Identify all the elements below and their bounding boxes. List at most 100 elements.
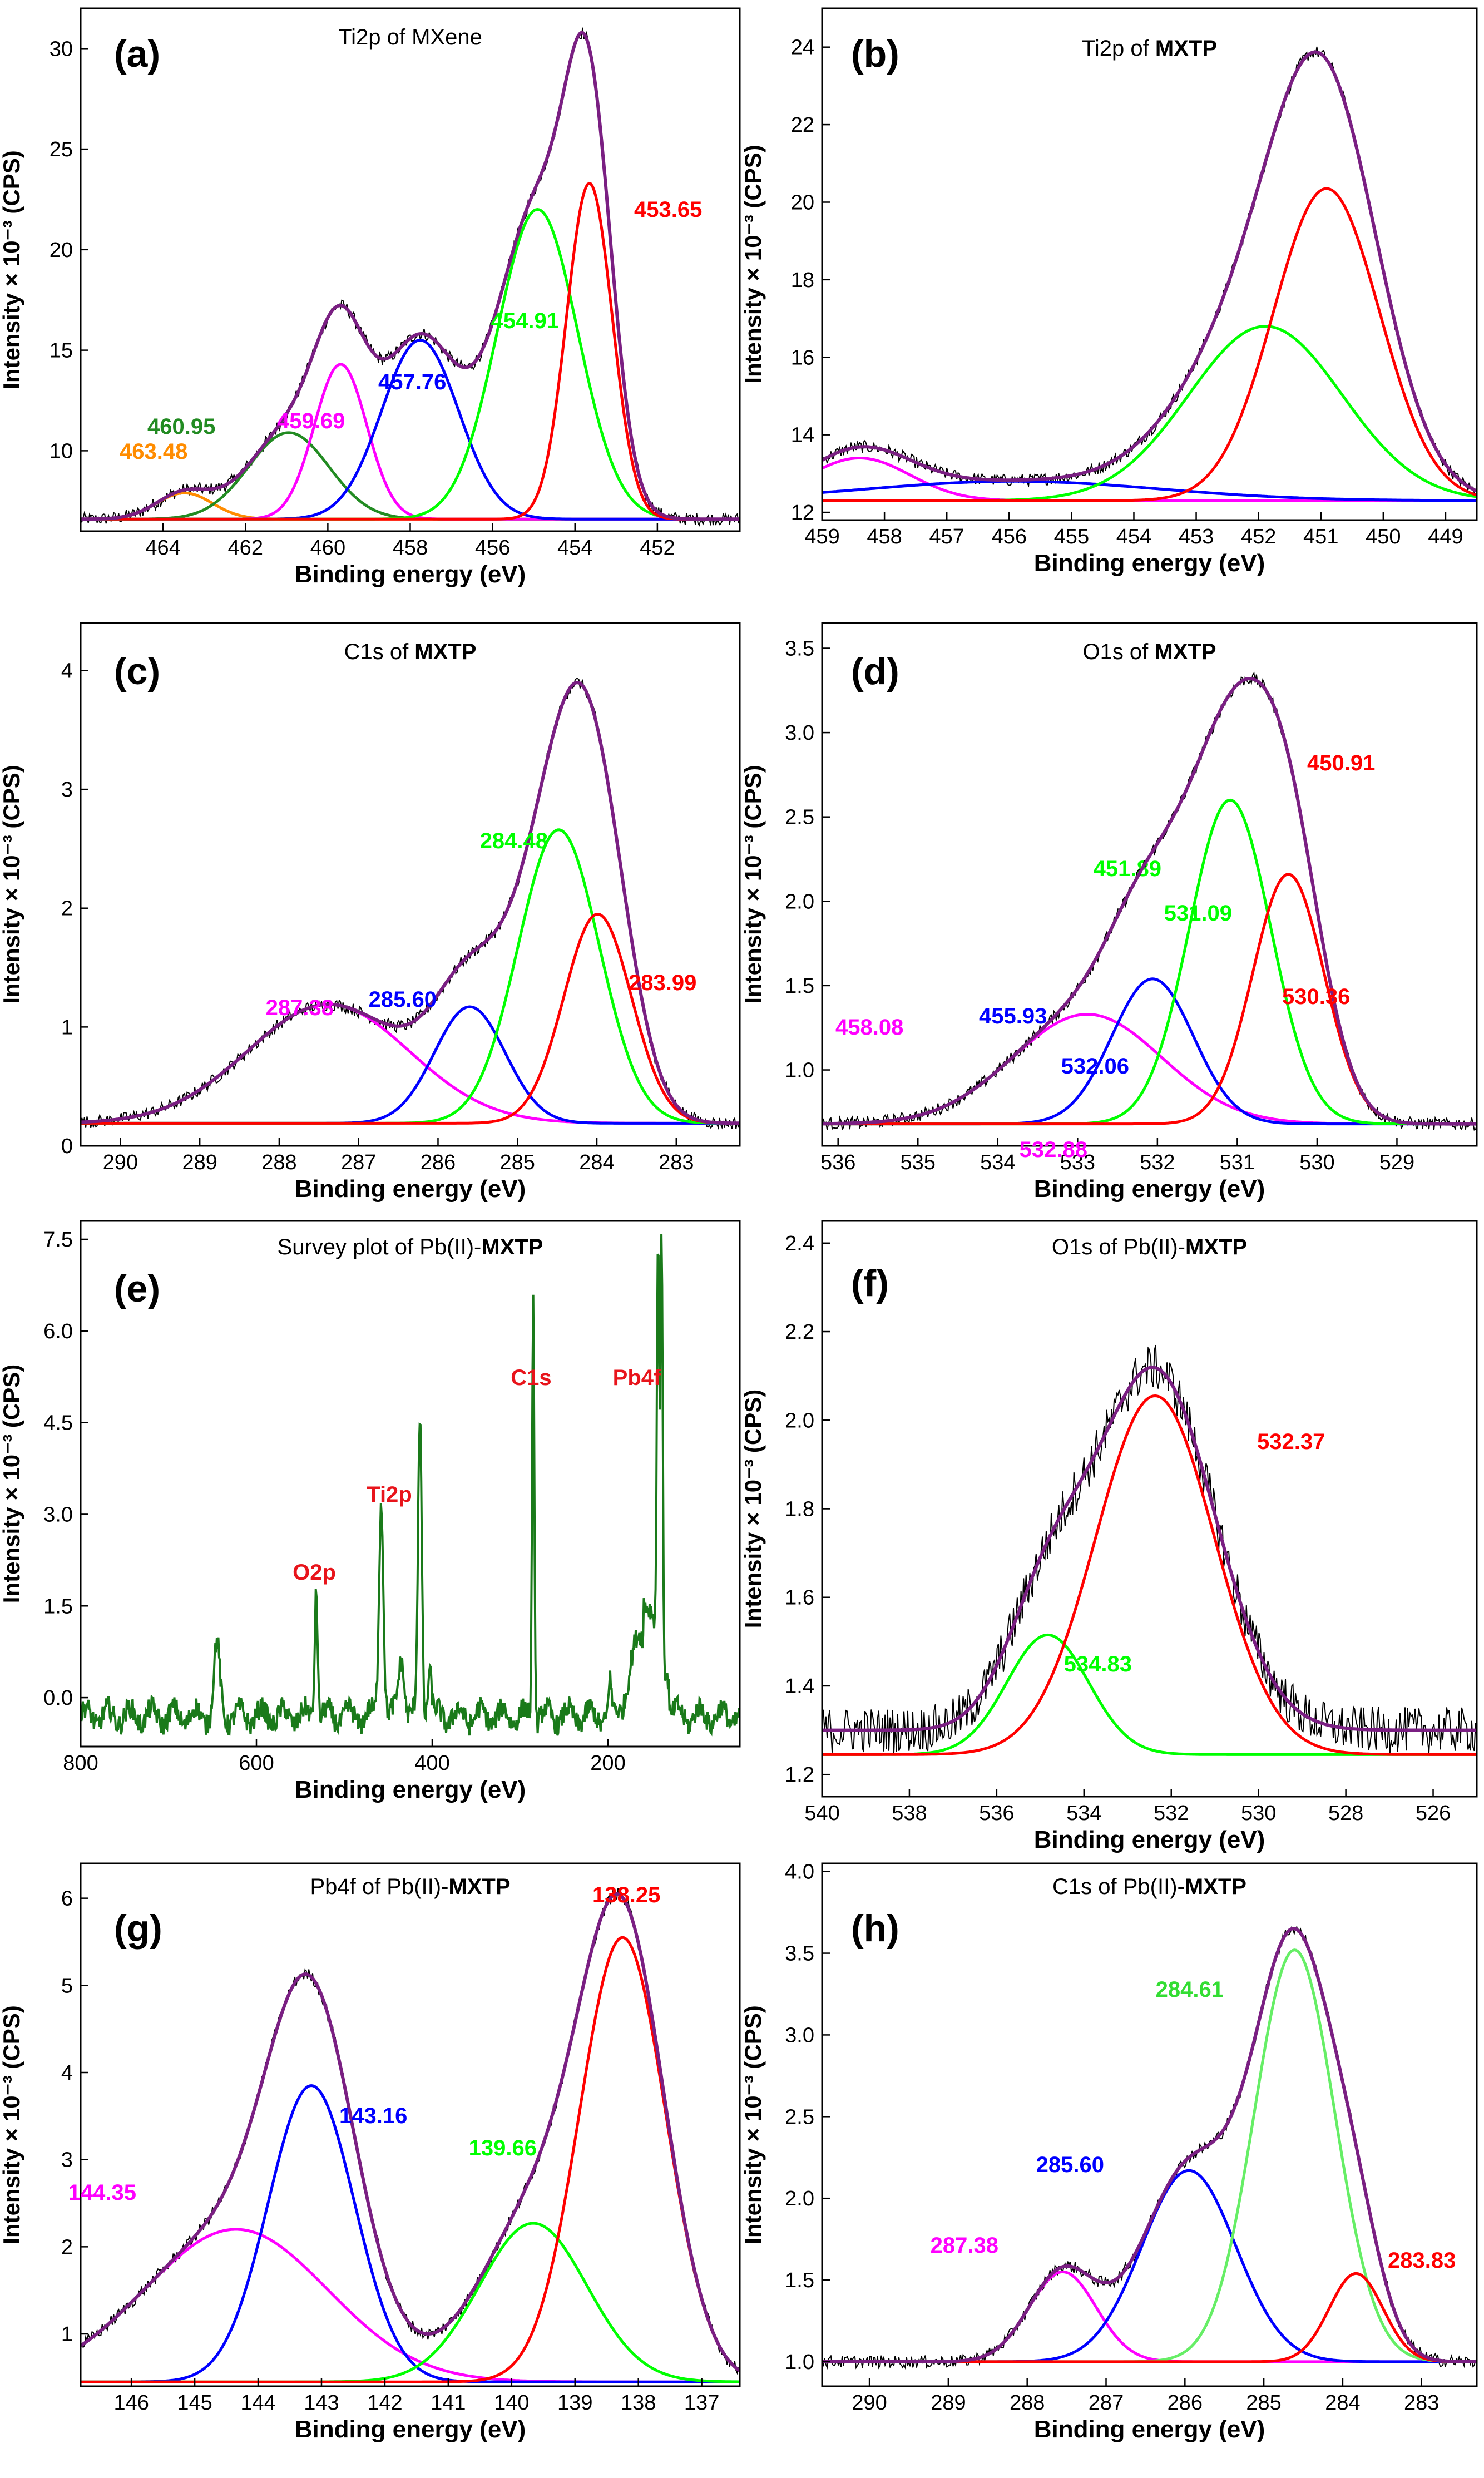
peak-label-457.76: 457.76 bbox=[378, 370, 446, 394]
x-tick-label: 286 bbox=[1168, 2391, 1203, 2415]
y-tick-label: 12 bbox=[791, 501, 814, 525]
y-tick-label: 14 bbox=[791, 424, 814, 447]
panel-e: 800 600 400 200 0.0 1.5 3.0 4.5 6.0 7.5 Binding en… bbox=[0, 1220, 741, 1803]
panel-letter: (h) bbox=[851, 1907, 899, 1950]
x-tick-label: 526 bbox=[1416, 1802, 1451, 1825]
x-tick-label: 529 bbox=[1379, 1151, 1414, 1174]
x-tick-label: 452 bbox=[640, 536, 675, 560]
x-axis-title: Binding energy (eV) bbox=[1034, 550, 1265, 577]
raw-spectrum bbox=[822, 1344, 1477, 1753]
panel-letter: (b) bbox=[851, 33, 899, 75]
x-tick-label: 139 bbox=[557, 2391, 592, 2415]
x-tick-label: 540 bbox=[804, 1802, 839, 1825]
x-tick-label: 283 bbox=[1404, 2391, 1439, 2415]
y-tick-label: 2 bbox=[61, 2235, 73, 2259]
fit-component-532.88 bbox=[822, 1013, 1477, 1126]
fit-component-454.91 bbox=[81, 207, 740, 521]
fit-component-532.06 bbox=[822, 977, 1477, 1126]
peak-label-451.89: 451.89 bbox=[1094, 857, 1161, 881]
x-tick-label: 532 bbox=[1154, 1802, 1189, 1825]
y-tick-label: 1.2 bbox=[785, 1763, 814, 1787]
x-tick-label: 462 bbox=[228, 536, 263, 560]
x-tick-label: 532 bbox=[1140, 1151, 1175, 1174]
panel-d: 536 535 534 533 532 531 530 529 1.0 1.5 2.0 2.5 3.0 3… bbox=[740, 622, 1478, 1203]
peak-label-460.95: 460.95 bbox=[147, 414, 215, 439]
fit-component-451.89 bbox=[822, 325, 1477, 502]
y-tick-label: 20 bbox=[50, 239, 73, 262]
y-tick-label: 4 bbox=[61, 2061, 73, 2085]
x-tick-label: 452 bbox=[1241, 525, 1276, 548]
x-tick-label: 530 bbox=[1299, 1151, 1334, 1174]
x-tick-label: 600 bbox=[239, 1752, 274, 1775]
panel-title: O1s of MXTP bbox=[1082, 640, 1216, 664]
x-tick-label: 449 bbox=[1428, 525, 1463, 548]
x-tick-label: 450 bbox=[1366, 525, 1401, 548]
plot-area bbox=[81, 1233, 740, 1737]
y-tick-label: 3.5 bbox=[785, 637, 814, 660]
peak-label-530.36: 530.36 bbox=[1282, 985, 1350, 1009]
x-tick-label: 454 bbox=[1116, 525, 1151, 548]
panel-letter: (d) bbox=[851, 650, 899, 693]
y-axis-title: Intensity × 10⁻³ (CPS) bbox=[0, 2005, 24, 2244]
y-tick-label: 1.8 bbox=[785, 1498, 814, 1521]
x-tick-label: 536 bbox=[979, 1802, 1014, 1825]
x-tick-label: 138 bbox=[621, 2391, 656, 2415]
y-tick-label: 2.0 bbox=[785, 1409, 814, 1432]
y-tick-label: 2.0 bbox=[785, 2187, 814, 2210]
y-tick-label: 25 bbox=[50, 138, 73, 161]
x-axis-title: Binding energy (eV) bbox=[295, 561, 526, 588]
fit-envelope bbox=[81, 31, 740, 521]
y-axis-title: Intensity × 10⁻³ (CPS) bbox=[740, 1389, 766, 1628]
peak-label-284.48: 284.48 bbox=[480, 829, 548, 853]
survey-spectrum bbox=[81, 1233, 740, 1737]
x-axis-title: Binding energy (eV) bbox=[1034, 1175, 1265, 1203]
peak-label-287.38: 287.38 bbox=[266, 996, 334, 1020]
fit-envelope bbox=[822, 50, 1477, 493]
y-tick-label: 2.4 bbox=[785, 1232, 814, 1255]
x-tick-label: 146 bbox=[113, 2391, 149, 2415]
y-axis-title: Intensity × 10⁻³ (CPS) bbox=[740, 145, 766, 383]
peak-annotation: Pb4f bbox=[613, 1366, 661, 1390]
peak-label-138.25: 138.25 bbox=[592, 1883, 660, 1907]
x-tick-label: 531 bbox=[1220, 1151, 1255, 1174]
panel-title: C1s of Pb(II)-MXTP bbox=[1052, 1874, 1246, 1899]
y-tick-label: 15 bbox=[50, 339, 73, 363]
raw-spectrum bbox=[822, 46, 1477, 497]
raw-spectrum bbox=[81, 677, 740, 1130]
peak-label-283.99: 283.99 bbox=[629, 971, 696, 995]
peak-label-144.35: 144.35 bbox=[68, 2180, 136, 2205]
peak-annotation: Ti2p bbox=[367, 1482, 412, 1507]
panel-title: Survey plot of Pb(II)-MXTP bbox=[278, 1235, 543, 1259]
fit-component-143.16 bbox=[81, 2084, 740, 2383]
x-tick-label: 137 bbox=[684, 2391, 719, 2415]
y-tick-label: 2.5 bbox=[785, 2105, 814, 2129]
x-tick-label: 285 bbox=[1246, 2391, 1281, 2415]
x-tick-label: 283 bbox=[659, 1151, 694, 1174]
x-tick-label: 200 bbox=[590, 1752, 625, 1775]
x-tick-label: 140 bbox=[494, 2391, 529, 2415]
x-tick-label: 460 bbox=[310, 536, 345, 560]
x-axis-title: Binding energy (eV) bbox=[295, 2416, 526, 2443]
y-tick-label: 20 bbox=[791, 191, 814, 214]
x-axis-title: Binding energy (eV) bbox=[295, 1175, 526, 1203]
y-tick-label: 4 bbox=[61, 659, 73, 682]
y-tick-label: 1.5 bbox=[785, 2269, 814, 2292]
y-tick-label: 7.5 bbox=[43, 1228, 73, 1252]
x-tick-label: 289 bbox=[931, 2391, 966, 2415]
plot-frame bbox=[80, 1862, 741, 2387]
peak-label-532.06: 532.06 bbox=[1061, 1054, 1129, 1079]
panel-title: Pb4f of Pb(II)-MXTP bbox=[310, 1874, 510, 1899]
fit-envelope bbox=[822, 677, 1477, 1126]
y-tick-label: 1.4 bbox=[785, 1675, 814, 1698]
x-tick-label: 459 bbox=[804, 525, 839, 548]
y-tick-label: 30 bbox=[50, 37, 73, 61]
panel-title: O1s of Pb(II)-MXTP bbox=[1052, 1235, 1247, 1259]
fit-component-285.60 bbox=[822, 2169, 1477, 2363]
peak-label-284.61: 284.61 bbox=[1156, 1977, 1224, 2002]
plot-area bbox=[822, 671, 1477, 1131]
peak-label-532.88: 532.88 bbox=[1020, 1137, 1087, 1162]
x-tick-label: 290 bbox=[852, 2391, 887, 2415]
panel-h: 290 289 288 287 286 285 284 283 1.0 1.5 2.0 2.5 3.0 3… bbox=[740, 1861, 1478, 2443]
y-axis-title: Intensity × 10⁻³ (CPS) bbox=[740, 765, 766, 1003]
y-tick-label: 3.5 bbox=[785, 1942, 814, 1966]
